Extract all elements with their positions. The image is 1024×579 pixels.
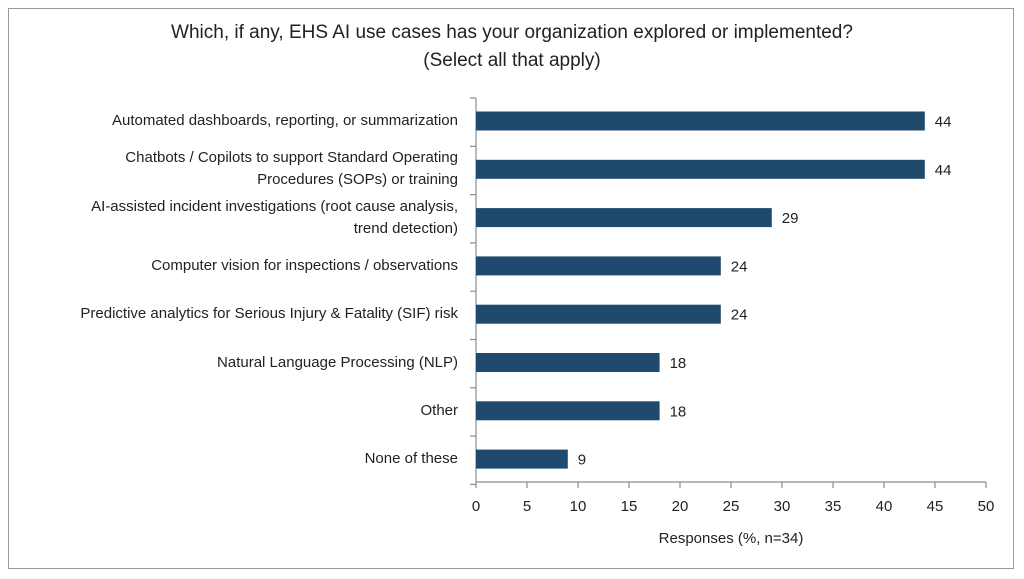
x-tick-label: 25 — [723, 498, 740, 515]
category-label: None of these — [365, 448, 458, 470]
x-tick-label: 0 — [472, 498, 480, 515]
bar-value-label: 29 — [782, 210, 799, 227]
category-label-line: Predictive analytics for Serious Injury … — [80, 305, 458, 323]
bar-value-label: 24 — [731, 307, 748, 324]
category-label-line: Chatbots / Copilots to support Standard … — [125, 149, 458, 167]
chart-subtitle: (Select all that apply) — [423, 50, 601, 71]
x-tick-label: 20 — [672, 498, 689, 515]
bar-value-label: 9 — [578, 452, 586, 469]
bar-value-label: 18 — [670, 355, 687, 372]
bar — [476, 353, 660, 372]
bar — [476, 159, 925, 179]
x-tick-label: 50 — [978, 498, 995, 515]
x-tick-label: 15 — [621, 498, 638, 515]
x-tick-label: 45 — [927, 498, 944, 515]
bar — [476, 304, 721, 324]
category-label: AI-assisted incident investigations (roo… — [91, 196, 458, 240]
x-tick-label: 30 — [774, 498, 791, 515]
category-label-line: Natural Language Processing (NLP) — [217, 353, 458, 371]
x-tick-label: 5 — [523, 498, 531, 515]
category-label: Chatbots / Copilots to support Standard … — [125, 147, 458, 191]
category-label-line: Computer vision for inspections / observ… — [151, 256, 458, 274]
bar-value-label: 44 — [935, 162, 952, 179]
chart-title: Which, if any, EHS AI use cases has your… — [171, 22, 853, 43]
bar — [476, 449, 568, 469]
x-tick-label: 10 — [570, 498, 587, 515]
bar-value-label: 44 — [935, 114, 952, 131]
category-label-line: Automated dashboards, reporting, or summ… — [111, 112, 458, 129]
category-label: Other — [420, 400, 458, 422]
category-label: Automated dashboards, reporting, or summ… — [112, 110, 458, 132]
category-label-line: Procedures (SOPs) or training — [257, 171, 458, 189]
bar-value-label: 24 — [731, 258, 748, 275]
category-label-line: trend detection) — [353, 219, 458, 237]
bar — [476, 401, 660, 421]
x-axis-title: Responses (%, n=34) — [658, 530, 804, 547]
bar — [476, 111, 925, 131]
chart-frame — [8, 8, 1014, 569]
category-label-line: None of these — [364, 450, 458, 468]
x-tick-label: 35 — [825, 498, 842, 515]
category-label-line: Other — [420, 401, 458, 419]
bar — [476, 208, 772, 228]
bar — [476, 256, 721, 276]
category-label: Predictive analytics for Serious Injury … — [80, 303, 458, 325]
bar-value-label: 18 — [670, 403, 687, 420]
category-label: Computer vision for inspections / observ… — [151, 255, 458, 277]
x-tick-label: 40 — [876, 498, 893, 515]
category-label: Natural Language Processing (NLP) — [217, 352, 458, 374]
category-label-line: AI-assisted incident investigations (roo… — [91, 197, 458, 215]
